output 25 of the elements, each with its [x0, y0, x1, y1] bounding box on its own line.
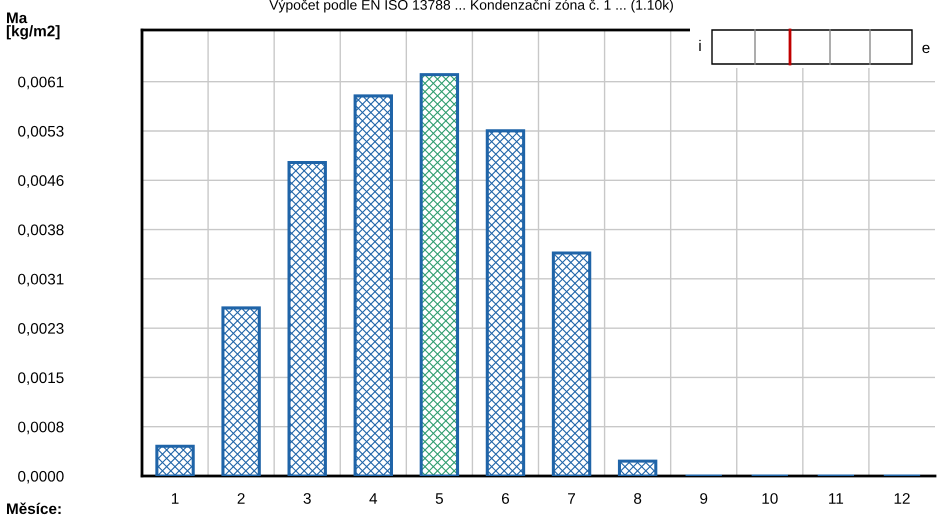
x-tick-label: 9: [700, 493, 708, 504]
annotation: i: [699, 40, 701, 51]
y-tick-label: 0,0000: [18, 470, 64, 484]
y-tick-label: 0,0008: [18, 422, 64, 434]
x-tick-label: 1: [172, 493, 179, 504]
x-tick-label: 11: [829, 493, 844, 504]
x-tick-label: 7: [568, 493, 576, 504]
y-tick-label: 0,0023: [18, 323, 64, 336]
x-tick-label: 6: [502, 493, 510, 504]
x-tick-label: 3: [304, 493, 311, 504]
x-tick-label: 12: [894, 493, 910, 504]
y-tick-label: 0,0038: [18, 224, 64, 238]
y-tick-label: 0,0061: [18, 76, 64, 90]
y-axis-title: Ma [kg/m2]: [6, 12, 60, 40]
y-tick-label: 0,0015: [18, 372, 64, 385]
x-axis-title: Měsíce:: [7, 502, 61, 514]
x-tick-label: 4: [369, 493, 378, 504]
y-tick-label: 0,0046: [18, 175, 64, 188]
y-tick-label: 0,0031: [18, 274, 64, 286]
y-tick-label: 0,0053: [18, 126, 64, 138]
x-tick-label: 10: [762, 493, 778, 504]
x-tick-label: 2: [238, 493, 245, 504]
x-tick-label: 8: [634, 493, 642, 504]
annotation: e: [922, 44, 930, 54]
x-tick-label: 5: [436, 493, 443, 504]
